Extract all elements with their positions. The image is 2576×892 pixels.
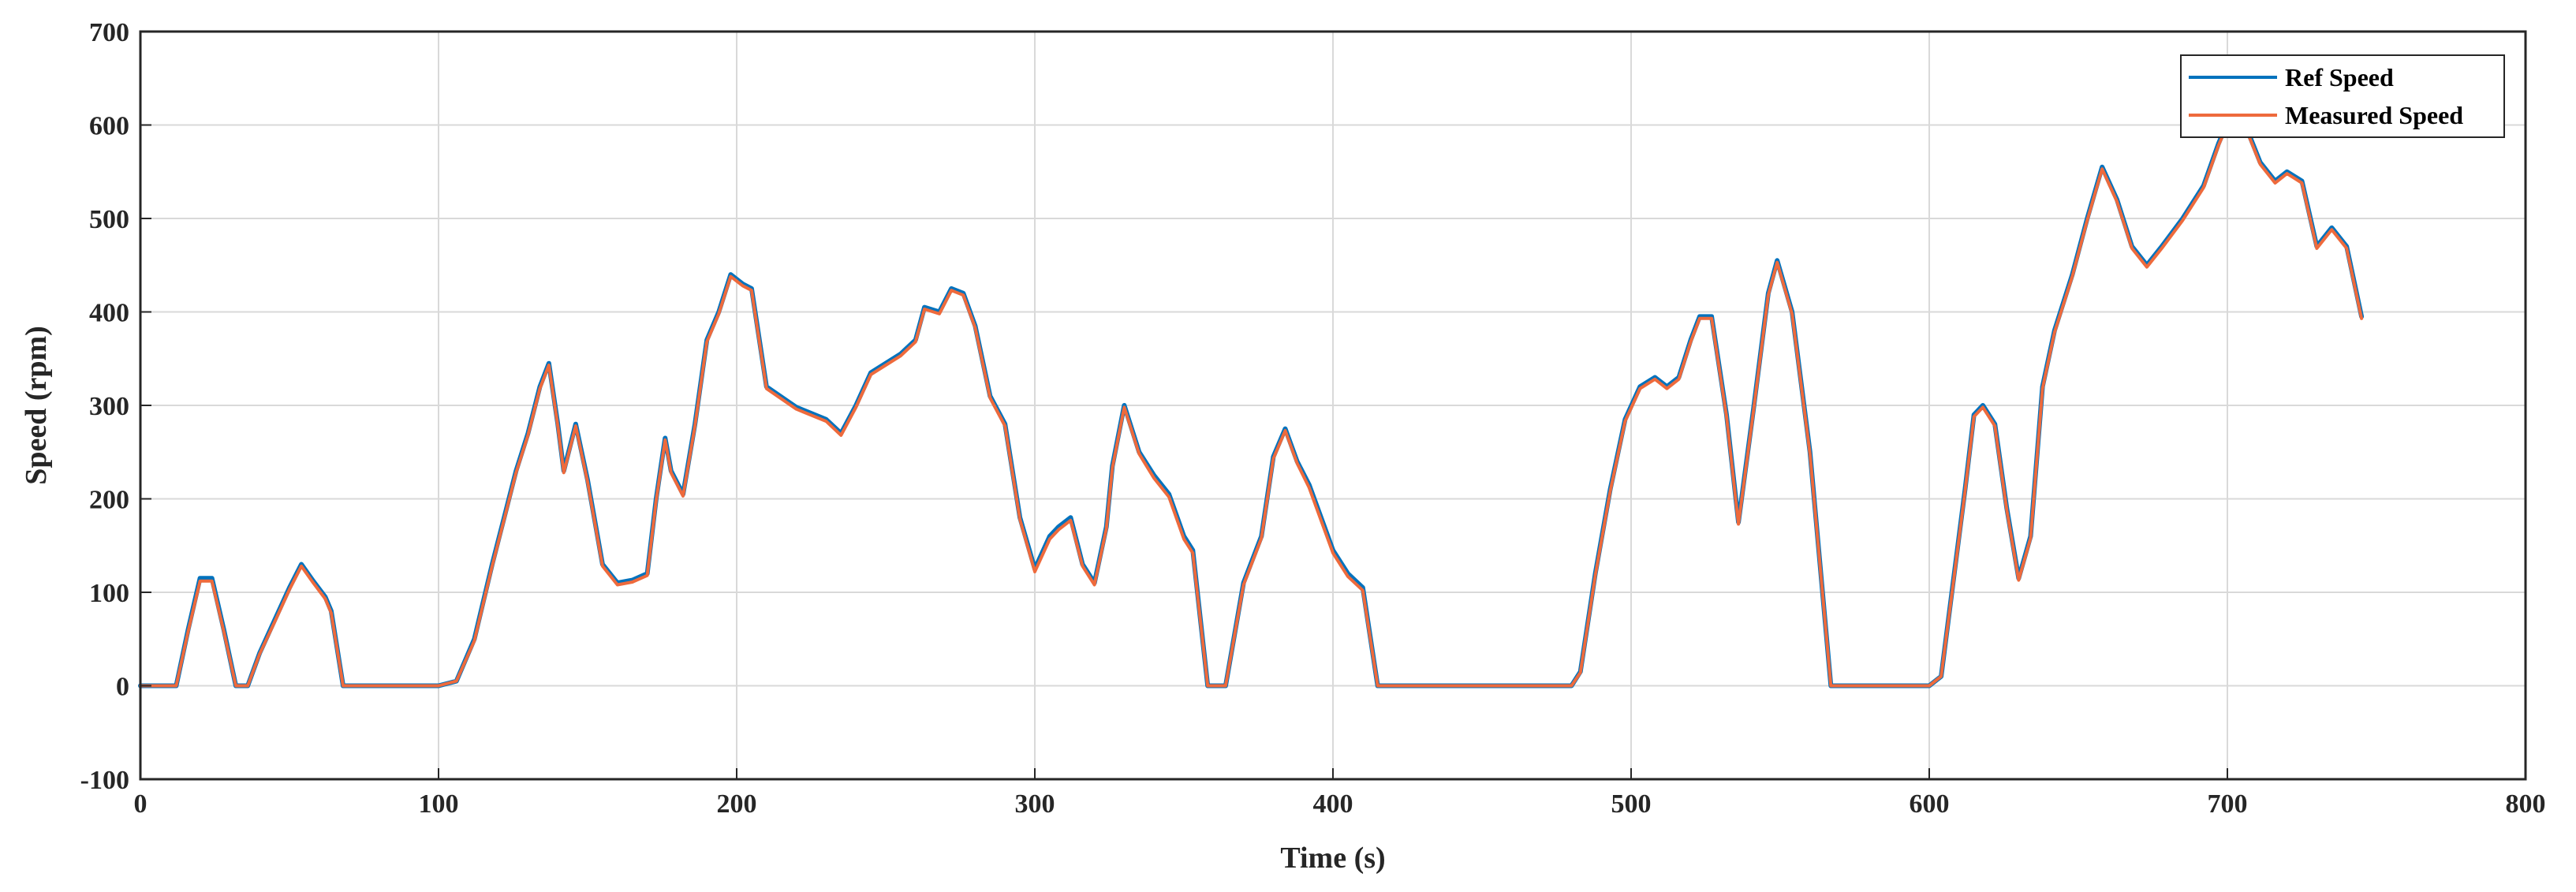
x-tick-label-400: 400 <box>1313 789 1353 819</box>
x-tick-label-600: 600 <box>1910 789 1950 819</box>
legend: Ref Speed Measured Speed <box>2180 54 2505 138</box>
x-axis-label: Time (s) <box>1280 842 1385 875</box>
x-tick-label-0: 0 <box>134 789 147 819</box>
y-tick-label-200: 200 <box>89 486 129 515</box>
x-tick-label-700: 700 <box>2208 789 2248 819</box>
y-tick-label-500: 500 <box>89 205 129 234</box>
y-axis-label: Speed (rpm) <box>20 326 53 485</box>
legend-label-measured-speed: Measured Speed <box>2285 101 2463 129</box>
x-tick-label-300: 300 <box>1015 789 1055 819</box>
y-tick-label-300: 300 <box>89 392 129 421</box>
y-tick-label-0: 0 <box>116 673 129 702</box>
y-tick-label-600: 600 <box>89 112 129 141</box>
y-tick-label--100: -100 <box>80 766 129 795</box>
x-tick-label-200: 200 <box>717 789 757 819</box>
legend-label-ref-speed: Ref Speed <box>2285 63 2394 91</box>
x-tick-label-500: 500 <box>1611 789 1652 819</box>
x-tick-label-100: 100 <box>419 789 459 819</box>
y-tick-label-700: 700 <box>89 18 129 47</box>
y-tick-label-400: 400 <box>89 299 129 328</box>
x-tick-label-800: 800 <box>2506 789 2546 819</box>
y-tick-label-100: 100 <box>89 579 129 608</box>
series-lines <box>138 113 2365 689</box>
legend-box <box>2180 54 2505 138</box>
series-line-measured-speed <box>139 116 2364 688</box>
axis-ticks: 0 100 200 300 400 500 600 700 800-10001002003004… <box>80 18 2546 819</box>
